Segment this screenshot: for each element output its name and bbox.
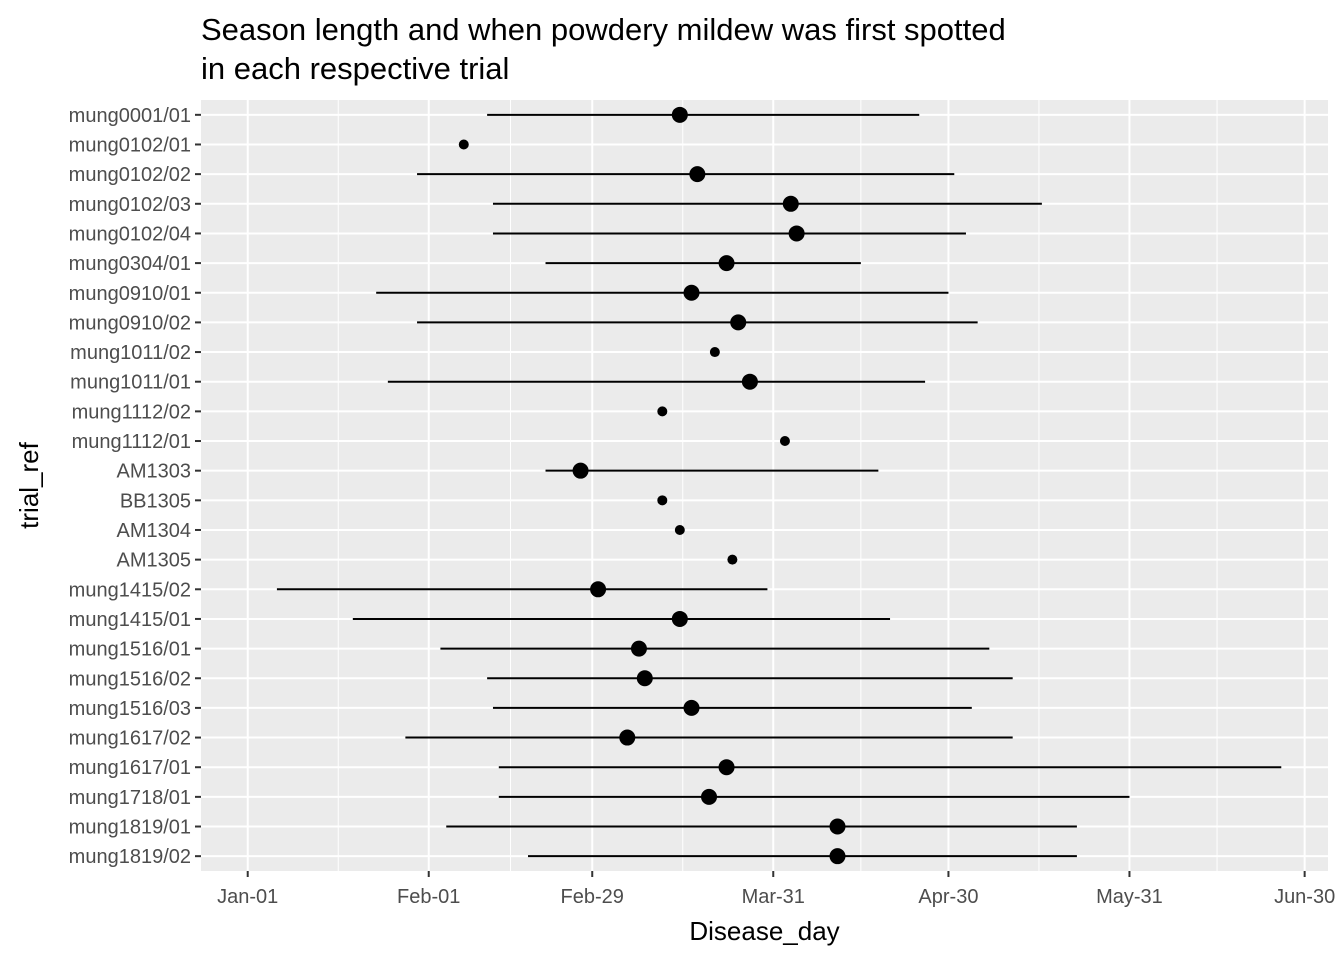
y-tick-label: mung1617/02 [69,728,191,750]
first-spotted-point-mung1617/01 [718,759,735,776]
first-spotted-point-mung0304/01 [718,255,735,272]
y-tick-label: AM1303 [117,461,192,483]
first-spotted-point-mung0102/04 [788,225,805,242]
first-spotted-point-mung0102/03 [782,195,799,212]
first-spotted-point-mung0102/01 [458,139,469,150]
y-tick-label: mung0001/01 [69,105,191,127]
y-tick-label: mung1011/01 [70,372,191,394]
chart-title-line-1: Season length and when powdery mildew wa… [201,12,1006,47]
first-spotted-point-mung0910/02 [730,314,747,331]
first-spotted-point-mung1112/02 [657,406,668,417]
y-tick-label: mung1819/01 [69,817,191,839]
first-spotted-point-mung1819/02 [829,848,846,865]
y-tick-label: mung0102/04 [69,223,191,245]
first-spotted-point-mung1516/02 [636,670,653,687]
y-tick-label: mung1718/01 [69,787,191,809]
first-spotted-point-mung1617/02 [619,729,636,746]
first-spotted-points [458,106,846,865]
first-spotted-point-mung1415/02 [590,581,607,598]
x-tick-label: Jan-01 [217,886,278,908]
season-ranges [276,113,1282,858]
first-spotted-point-AM1304 [674,524,685,535]
first-spotted-point-mung1415/01 [671,610,688,627]
y-tick-label: mung0102/02 [69,164,191,186]
first-spotted-point-AM1305 [727,554,738,565]
first-spotted-point-mung1516/01 [630,640,647,657]
first-spotted-point-mung1011/02 [709,347,720,358]
first-spotted-point-mung1011/01 [741,373,758,390]
y-tick-label: mung1112/02 [72,401,191,423]
y-axis: mung0001/01 mung0102/01 mung0102/02 mung010… [69,105,201,868]
y-axis-title: trial_ref [14,441,44,528]
chart-title-line-2: in each respective trial [201,51,510,86]
y-tick-label: mung1819/02 [69,846,191,868]
y-tick-label: mung1516/02 [69,668,191,690]
y-tick-label: mung1516/01 [69,639,191,661]
first-spotted-point-BB1305 [657,495,668,506]
y-tick-label: mung1617/01 [69,757,191,779]
y-tick-label: mung1516/03 [69,698,191,720]
y-tick-label: mung0102/03 [69,194,191,216]
x-tick-label: Feb-29 [561,886,624,908]
y-tick-label: mung0304/01 [69,253,191,275]
y-tick-label: mung1112/01 [72,431,191,453]
first-spotted-point-mung1819/01 [829,818,846,835]
y-tick-label: AM1305 [117,550,192,572]
minor-gridlines [337,100,1218,871]
x-tick-label: Jun-30 [1274,886,1335,908]
x-axis-title: Disease_day [689,916,839,946]
y-tick-label: mung0102/01 [69,134,191,156]
y-tick-label: mung1415/02 [69,579,191,601]
y-tick-label: mung1415/01 [69,609,191,631]
first-spotted-point-mung0910/01 [683,284,700,301]
first-spotted-point-mung1718/01 [701,788,718,805]
first-spotted-point-mung1516/03 [683,699,700,716]
x-tick-label: Apr-30 [918,886,978,908]
first-spotted-point-mung0001/01 [671,106,688,123]
first-spotted-point-mung0102/02 [689,166,706,183]
x-tick-label: May-31 [1096,886,1163,908]
first-spotted-point-AM1303 [572,462,589,479]
plot-panel [201,100,1328,871]
y-tick-label: BB1305 [120,490,191,512]
y-tick-label: mung1011/02 [70,342,191,364]
x-axis: Jan-01 Feb-01 Feb-29 Mar-31 Apr-30 May-31 Jun-… [217,871,1335,908]
first-spotted-point-mung1112/01 [779,436,790,447]
x-tick-label: Feb-01 [397,886,460,908]
x-tick-label: Mar-31 [742,886,805,908]
y-tick-label: AM1304 [117,520,192,542]
y-tick-label: mung0910/01 [69,283,191,305]
y-tick-label: mung0910/02 [69,312,191,334]
